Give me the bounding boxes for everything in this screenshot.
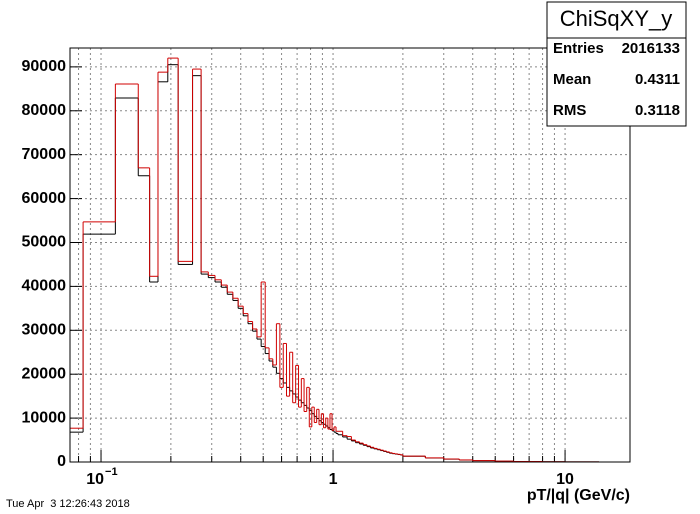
y-tick-label: 0 — [57, 453, 66, 470]
y-tick-label: 20000 — [22, 365, 67, 382]
x-tick-exponent: −1 — [105, 466, 118, 478]
y-tick-label: 30000 — [22, 322, 67, 339]
stats-value: 2016133 — [622, 40, 680, 57]
timestamp: Tue Apr 3 12:26:43 2018 — [6, 498, 130, 510]
stats-frame — [546, 1, 687, 127]
y-tick-label: 70000 — [22, 146, 67, 163]
x-tick-label: 10 — [86, 471, 104, 488]
y-tick-label: 50000 — [22, 234, 67, 251]
x-tick-label: 10 — [556, 471, 574, 488]
plot-frame — [69, 47, 631, 463]
stats-key: Entries — [553, 40, 604, 57]
y-tick-label: 40000 — [22, 278, 67, 295]
x-axis-label: pT/|q| (GeV/c) — [527, 487, 630, 504]
y-tick-label: 10000 — [22, 409, 67, 426]
x-tick-label: 1 — [329, 471, 338, 488]
stats-title: ChiSqXY_y — [560, 6, 673, 31]
stats-box: ChiSqXY_y Entries 2016133 Mean 0.4311 RM… — [546, 1, 687, 127]
plot-layer: 0 10000 20000 30000 40000 50000 60000 70000 8000… — [22, 48, 630, 488]
y-tick-label: 90000 — [22, 58, 67, 75]
stats-key: Mean — [553, 71, 591, 88]
stats-value: 0.3118 — [635, 102, 680, 119]
stats-key: RMS — [553, 102, 586, 119]
y-tick-label: 60000 — [22, 190, 67, 207]
stats-value: 0.4311 — [635, 71, 680, 88]
y-tick-label: 80000 — [22, 102, 67, 119]
